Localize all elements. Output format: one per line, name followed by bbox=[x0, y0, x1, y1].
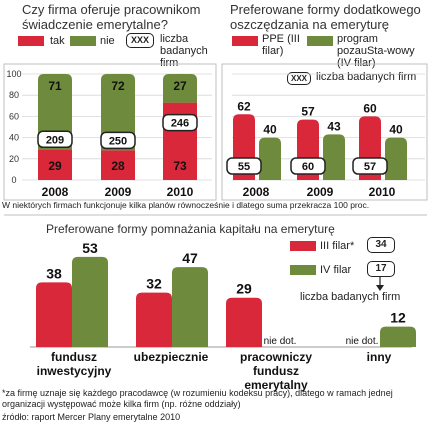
chart1-ytick-label: 20 bbox=[9, 154, 19, 164]
chart1-xtick-label: 2009 bbox=[105, 185, 132, 199]
chart1-frame bbox=[3, 63, 217, 201]
chart2-legend-red-swatch bbox=[232, 36, 258, 46]
chart2-xtick-label: 2009 bbox=[307, 185, 334, 199]
chart1-legend-red-swatch bbox=[18, 36, 44, 46]
chart1-bar-tak bbox=[101, 150, 135, 180]
chart2-count-box bbox=[352, 157, 388, 175]
chart3-legend-green-label: IV filar bbox=[320, 264, 352, 276]
chart1-title: Czy firma oferuje pracownikom świadczeni… bbox=[22, 2, 201, 32]
chart1-ytick-label: 40 bbox=[9, 133, 19, 143]
chart2-bar-ivfilar bbox=[323, 134, 345, 180]
chart2-value-ppe: 60 bbox=[363, 101, 377, 115]
chart2-legend-box-label: liczba badanych firm bbox=[316, 71, 417, 83]
chart2-xtick-label: 2008 bbox=[243, 185, 270, 199]
chart2-count-box bbox=[290, 157, 326, 175]
chart2-value-ivfilar: 43 bbox=[327, 119, 341, 133]
chart1-count-text: 209 bbox=[46, 134, 64, 146]
chart2-count-text: 57 bbox=[364, 161, 376, 173]
chart1-value-nie: 72 bbox=[111, 79, 125, 93]
chart2-bar-ppe bbox=[297, 119, 319, 180]
chart3-na-label: nie dot. bbox=[264, 336, 297, 347]
chart3-bar-ivfilar bbox=[72, 256, 108, 347]
chart3-bar-iiifilar bbox=[226, 297, 262, 347]
chart3-legend-red-label: III filar* bbox=[320, 240, 355, 252]
chart3-bar-ivfilar bbox=[380, 326, 416, 347]
chart1-value-tak: 28 bbox=[111, 159, 125, 173]
chart1-count-text: 250 bbox=[109, 135, 127, 147]
chart1-ytick-label: 80 bbox=[9, 90, 19, 100]
chart3-bar-iiifilar bbox=[136, 292, 172, 347]
chart3-legend-box-label: liczba badanych firm bbox=[300, 291, 401, 303]
chart2-bar-ivfilar bbox=[385, 137, 407, 180]
chart2-value-ivfilar: 40 bbox=[263, 123, 277, 137]
chart2-bar-ivfilar bbox=[259, 137, 281, 180]
chart1-ytick-label: 0 bbox=[11, 175, 16, 185]
chart1-legend-red-label: tak bbox=[50, 35, 65, 47]
chart3-category-0: fundusz inwestycyjny bbox=[36, 350, 112, 378]
chart1-legend-green-label: nie bbox=[100, 35, 115, 47]
note-text: W niektórych firmach funkcjonuje kilka p… bbox=[2, 200, 370, 210]
chart3-value-ivfilar: 12 bbox=[390, 310, 406, 326]
chart3-category-1: ubezpiecznie bbox=[133, 350, 209, 364]
chart1-value-nie: 27 bbox=[173, 79, 187, 93]
chart1-bar-tak bbox=[38, 149, 72, 180]
chart3-value-ivfilar: 47 bbox=[182, 250, 198, 266]
chart2-frame bbox=[221, 63, 428, 201]
chart2-count-text: 55 bbox=[238, 161, 250, 173]
source-text: źródło: raport Mercer Plany emerytalne 2… bbox=[2, 412, 181, 422]
chart2-count-text: 60 bbox=[302, 161, 314, 173]
chart1-ytick-label: 100 bbox=[6, 69, 21, 79]
chart3-legend-red-count: 34 bbox=[367, 237, 395, 253]
chart1-bar-nie bbox=[163, 74, 197, 103]
chart2-bar-ppe bbox=[359, 116, 381, 180]
chart2-value-ivfilar: 40 bbox=[389, 123, 403, 137]
chart1-count-box bbox=[162, 113, 198, 132]
chart3-category-3: inny bbox=[366, 350, 392, 364]
chart1-count-box bbox=[100, 131, 136, 150]
chart1-count-text: 246 bbox=[171, 118, 189, 130]
chart3-bar-iiifilar bbox=[36, 282, 72, 347]
chart1-legend-box: XXX bbox=[126, 33, 154, 48]
chart1-value-tak: 29 bbox=[48, 159, 62, 173]
chart2-value-ppe: 62 bbox=[237, 99, 251, 113]
chart2-count-box bbox=[226, 157, 262, 175]
chart3-category-2: pracowniczy fundusz emerytalny bbox=[239, 350, 313, 392]
footnote-text: *za firmę uznaje się każdego pracodawcę … bbox=[2, 388, 393, 409]
chart1-legend-green-swatch bbox=[70, 36, 96, 46]
chart3-value-iiifilar: 29 bbox=[236, 281, 252, 297]
chart1-value-tak: 73 bbox=[173, 159, 187, 173]
chart3-legend-green-count: 17 bbox=[367, 261, 395, 277]
chart1-xtick-label: 2010 bbox=[167, 185, 194, 199]
chart2-bar-ppe bbox=[233, 114, 255, 180]
chart1-bar-nie bbox=[101, 74, 135, 151]
chart3-title: Preferowane formy pomnażania kapitału na… bbox=[46, 222, 335, 236]
chart3-legend-green-swatch bbox=[290, 265, 316, 275]
chart1-bar-nie bbox=[38, 74, 72, 150]
chart2-title: Preferowane formy dodatkowego oszczędzan… bbox=[230, 2, 421, 32]
chart3-na-label: nie dot. bbox=[346, 336, 379, 347]
chart1-count-box bbox=[37, 130, 73, 149]
chart2-legend-green-swatch bbox=[307, 36, 333, 46]
chart1-ytick-label: 60 bbox=[9, 111, 19, 121]
chart3-value-iiifilar: 38 bbox=[46, 265, 62, 281]
chart2-xtick-label: 2010 bbox=[369, 185, 396, 199]
chart1-xtick-label: 2008 bbox=[42, 185, 69, 199]
chart2-legend-box: XXX bbox=[287, 72, 311, 85]
chart2-legend-green-label: program pozauSta-wowy (IV filar) bbox=[337, 33, 415, 69]
chart3-value-iiifilar: 32 bbox=[146, 276, 162, 292]
chart3-legend-red-swatch bbox=[290, 241, 316, 251]
chart2-legend-red-label: PPE (III filar) bbox=[262, 33, 300, 57]
chart2-value-ppe: 57 bbox=[301, 105, 315, 119]
chart1-bar-tak bbox=[163, 102, 197, 180]
chart3-value-ivfilar: 53 bbox=[82, 240, 98, 256]
chart1-legend-box-label: liczba badanych firm bbox=[160, 33, 208, 69]
chart1-value-nie: 71 bbox=[48, 79, 62, 93]
chart2: 62 40 55 2008 57 43 60 2009 60 40 57 2010 bbox=[221, 63, 428, 201]
chart1: 0 20 40 60 80 100 71 29 209 2008 72 28 250 2009 27 73 24… bbox=[3, 63, 217, 201]
chart3-bar-ivfilar bbox=[172, 267, 208, 347]
